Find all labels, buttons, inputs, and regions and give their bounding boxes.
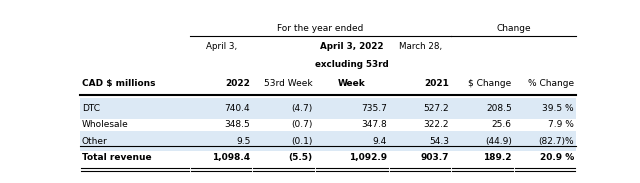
Text: 53rd Week: 53rd Week: [264, 79, 313, 88]
Text: Total revenue: Total revenue: [82, 153, 152, 162]
Text: 7.9 %: 7.9 %: [548, 120, 574, 129]
Text: Other: Other: [82, 137, 108, 145]
Text: April 3, 2022: April 3, 2022: [320, 42, 383, 51]
Text: 740.4: 740.4: [225, 104, 250, 113]
Text: (44.9): (44.9): [484, 137, 511, 145]
Text: 9.4: 9.4: [372, 137, 387, 145]
Text: 9.5: 9.5: [236, 137, 250, 145]
Text: March 28,: March 28,: [399, 42, 442, 51]
Text: $ Change: $ Change: [468, 79, 511, 88]
Text: 1,098.4: 1,098.4: [212, 153, 250, 162]
Text: 347.8: 347.8: [361, 120, 387, 129]
Text: 2022: 2022: [225, 79, 250, 88]
Text: 25.6: 25.6: [492, 120, 511, 129]
Text: excluding 53rd: excluding 53rd: [315, 60, 388, 69]
Text: (82.7)%: (82.7)%: [538, 137, 574, 145]
Text: Week: Week: [338, 79, 365, 88]
Text: April 3,: April 3,: [205, 42, 237, 51]
Text: 189.2: 189.2: [483, 153, 511, 162]
Text: (0.1): (0.1): [291, 137, 313, 145]
Text: 348.5: 348.5: [225, 120, 250, 129]
FancyBboxPatch shape: [80, 98, 576, 119]
Text: 1,092.9: 1,092.9: [349, 153, 387, 162]
Text: 208.5: 208.5: [486, 104, 511, 113]
Text: CAD $ millions: CAD $ millions: [82, 79, 156, 88]
Text: 39.5 %: 39.5 %: [542, 104, 574, 113]
Text: Change: Change: [496, 24, 531, 33]
Text: 54.3: 54.3: [429, 137, 449, 145]
Text: 2021: 2021: [424, 79, 449, 88]
Text: (4.7): (4.7): [291, 104, 313, 113]
Text: % Change: % Change: [528, 79, 574, 88]
Text: 20.9 %: 20.9 %: [540, 153, 574, 162]
Text: For the year ended: For the year ended: [277, 24, 364, 33]
Text: 322.2: 322.2: [424, 120, 449, 129]
Text: 527.2: 527.2: [424, 104, 449, 113]
Text: (0.7): (0.7): [291, 120, 313, 129]
Text: 735.7: 735.7: [361, 104, 387, 113]
Text: Wholesale: Wholesale: [82, 120, 129, 129]
Text: 903.7: 903.7: [420, 153, 449, 162]
Text: (5.5): (5.5): [289, 153, 313, 162]
Text: DTC: DTC: [82, 104, 100, 113]
FancyBboxPatch shape: [80, 131, 576, 151]
